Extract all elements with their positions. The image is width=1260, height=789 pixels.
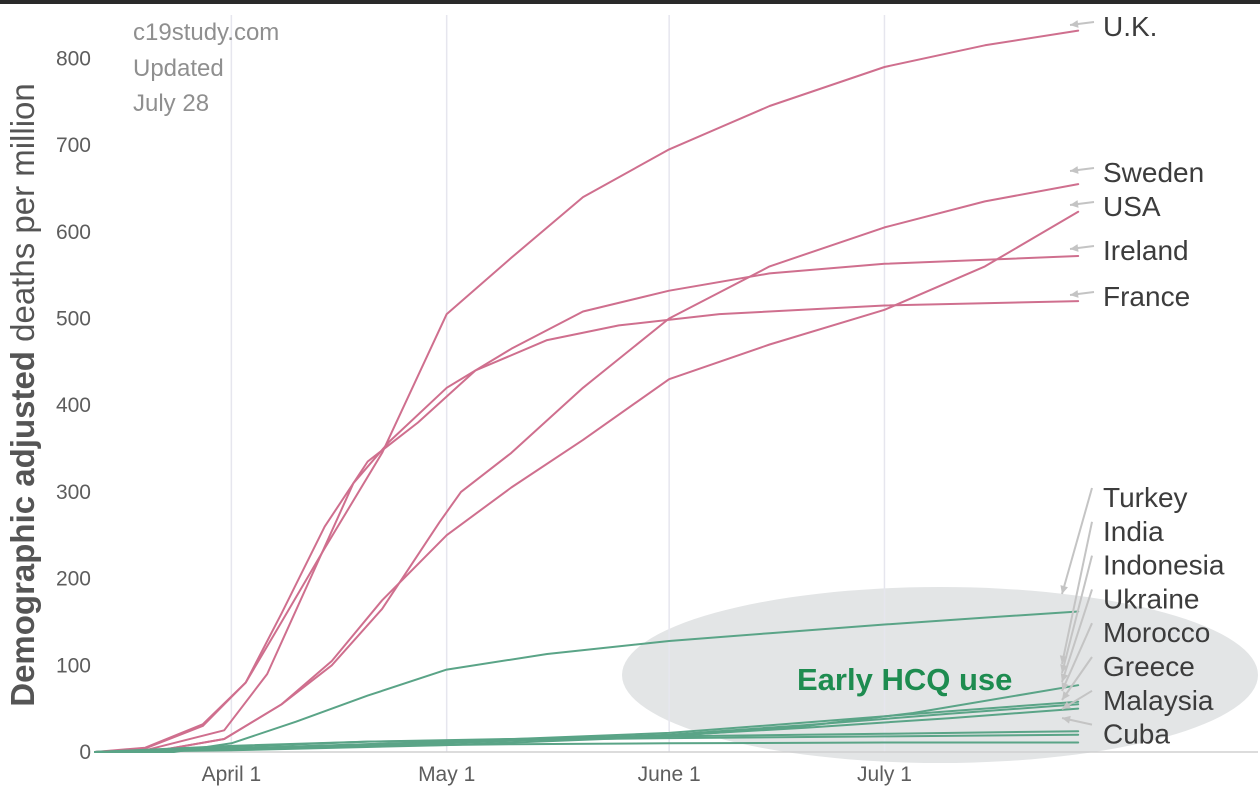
label-arrow-head xyxy=(1062,701,1071,709)
label-arrow-line xyxy=(1061,521,1093,665)
y-tick-label: 300 xyxy=(56,481,91,504)
x-tick-label: April 1 xyxy=(202,763,262,786)
source-updated: Updated xyxy=(133,55,224,82)
label-arrow-head xyxy=(1070,20,1079,28)
source-site: c19study.com xyxy=(133,19,279,46)
series-label-indonesia: Indonesia xyxy=(1103,550,1225,581)
series-line-turkey xyxy=(94,610,1080,753)
y-axis-title: Demographic adjusted deaths per million xyxy=(4,83,41,707)
top-border xyxy=(0,0,1260,4)
series-label-ireland: Ireland xyxy=(1103,235,1189,266)
series-label-turkey: Turkey xyxy=(1103,482,1188,513)
series-label-sweden: Sweden xyxy=(1103,157,1204,188)
y-tick-label: 700 xyxy=(56,134,91,157)
series-lines xyxy=(94,29,1080,753)
series-label-ukraine: Ukraine xyxy=(1103,583,1199,614)
series-line-malaysia xyxy=(94,733,1080,753)
series-line-cuba xyxy=(94,741,1080,753)
label-arrow-head xyxy=(1061,682,1069,691)
y-axis-ticks: 0 100 200 300 400 500 600 700 800 xyxy=(56,47,91,764)
series-label-cuba: Cuba xyxy=(1103,719,1170,750)
label-arrows xyxy=(1059,20,1095,726)
y-tick-label: 600 xyxy=(56,221,91,244)
label-arrow-head xyxy=(1070,200,1079,208)
series-label-malaysia: Malaysia xyxy=(1103,685,1214,716)
series-line-usa xyxy=(94,210,1080,753)
label-arrow-head xyxy=(1060,664,1068,673)
series-label-india: India xyxy=(1103,516,1164,547)
x-tick-label: May 1 xyxy=(418,763,475,786)
x-tick-label: June 1 xyxy=(638,763,701,786)
chart-grid xyxy=(230,15,886,752)
y-axis-title-rest: deaths per million xyxy=(4,83,41,351)
y-tick-label: 400 xyxy=(56,394,91,417)
label-arrow-head xyxy=(1070,244,1079,252)
label-arrow-line xyxy=(1061,555,1093,674)
label-arrow-head xyxy=(1060,673,1069,682)
y-tick-label: 100 xyxy=(56,654,91,677)
label-arrow-head xyxy=(1070,290,1079,298)
series-line-france xyxy=(94,300,1080,753)
series-label-morocco: Morocco xyxy=(1103,617,1210,648)
series-label-greece: Greece xyxy=(1103,651,1195,682)
label-arrow-head xyxy=(1070,166,1079,174)
series-label-uk: U.K. xyxy=(1103,11,1157,42)
x-axis-ticks: April 1 May 1 June 1 July 1 xyxy=(202,763,912,786)
label-arrow-line xyxy=(1061,589,1093,683)
early-hcq-annotation: Early HCQ use xyxy=(797,662,1012,697)
y-tick-label: 0 xyxy=(79,741,91,764)
label-arrow-head xyxy=(1062,715,1071,724)
series-label-usa: USA xyxy=(1103,191,1161,222)
label-arrow-head xyxy=(1062,691,1070,700)
label-arrow-line xyxy=(1061,487,1093,595)
series-label-france: France xyxy=(1103,281,1190,312)
label-arrow-line xyxy=(1061,622,1093,692)
series-line-ireland xyxy=(94,255,1080,753)
label-arrow-line xyxy=(1061,656,1093,701)
hcq-highlight-ellipse xyxy=(622,587,1258,763)
label-arrow-head xyxy=(1060,585,1068,594)
y-tick-label: 500 xyxy=(56,307,91,330)
y-tick-label: 200 xyxy=(56,568,91,591)
y-axis-title-bold: Demographic adjusted xyxy=(4,351,41,707)
source-date: July 28 xyxy=(133,90,209,117)
y-tick-label: 800 xyxy=(56,47,91,70)
x-tick-label: July 1 xyxy=(857,763,912,786)
